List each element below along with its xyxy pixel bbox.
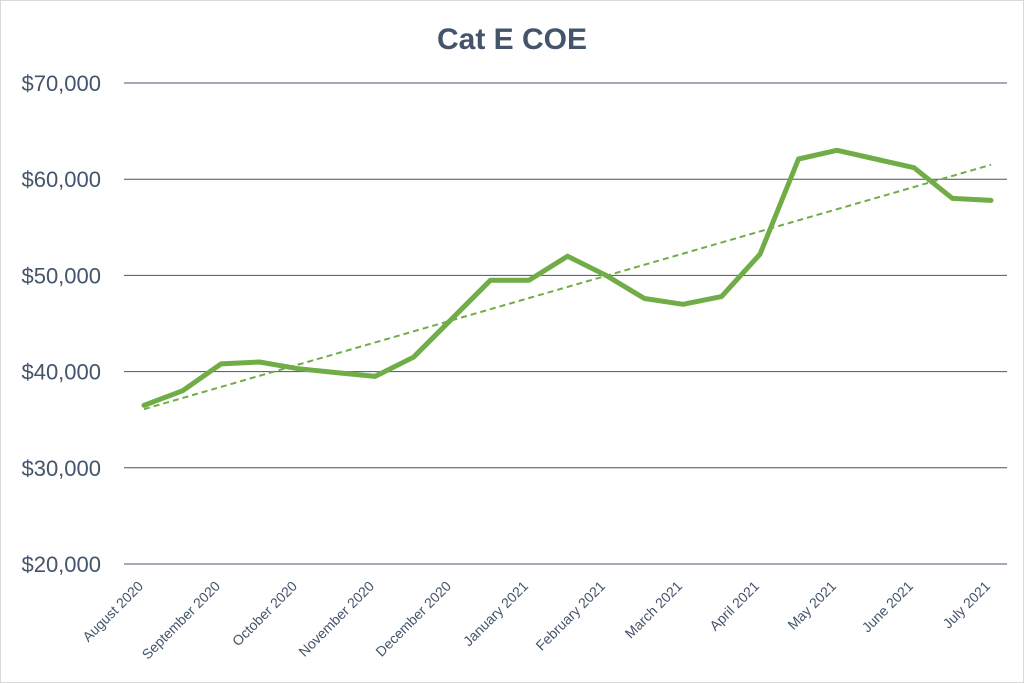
x-tick-label: December 2020 <box>372 578 454 660</box>
series-line <box>141 147 994 408</box>
y-tick-label: $20,000 <box>21 552 101 577</box>
x-tick-label: May 2021 <box>784 578 839 633</box>
x-tick-label: February 2021 <box>532 578 608 654</box>
y-tick-label: $30,000 <box>21 456 101 481</box>
y-tick-label: $70,000 <box>21 71 101 96</box>
trendline <box>143 163 992 411</box>
x-tick-label: June 2021 <box>859 578 917 636</box>
y-tick-label: $60,000 <box>21 167 101 192</box>
chart-title: Cat E COE <box>436 23 588 56</box>
x-tick-label: April 2021 <box>706 578 762 634</box>
x-tick-label: July 2021 <box>939 578 993 632</box>
x-tick-label: March 2021 <box>622 578 686 642</box>
x-tick-label: August 2020 <box>79 578 146 645</box>
y-tick-label: $40,000 <box>21 360 101 385</box>
x-tick-label: January 2021 <box>460 578 531 649</box>
x-tick-label: October 2020 <box>229 578 300 649</box>
y-tick-label: $50,000 <box>21 263 101 288</box>
x-tick-label: September 2020 <box>139 578 224 663</box>
x-tick-label: November 2020 <box>295 578 377 660</box>
